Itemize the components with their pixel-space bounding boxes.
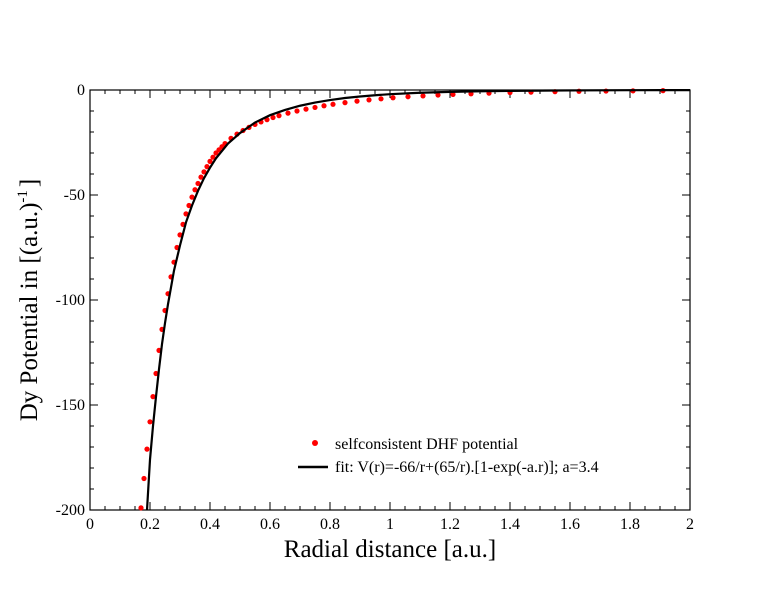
x-tick-label: 1: [386, 516, 394, 533]
axis-tick-labels: 0 0.2 0.4 0.6 0.8 1 1.2 1.4 1.6 1.8 2 -200 -150 -100 -…: [56, 82, 694, 533]
dhf-data-point: [141, 475, 147, 482]
y-tick-label: -100: [56, 292, 85, 309]
dhf-data-point: [198, 174, 204, 180]
dhf-data-point: [192, 187, 198, 193]
dhf-data-point: [378, 96, 384, 102]
dhf-data-point: [420, 93, 426, 99]
y-axis-title-end: ]: [16, 179, 43, 187]
dhf-data-point: [435, 92, 441, 98]
dhf-data-point: [138, 505, 144, 511]
dhf-data-point: [195, 180, 201, 187]
y-tick-label: 0: [77, 82, 85, 99]
dhf-data-point: [330, 101, 336, 107]
x-tick-label: 0.4: [200, 516, 220, 533]
dhf-data-point: [303, 106, 309, 112]
series-layer: [138, 88, 691, 511]
y-axis-title-group: Dy Potential in [(a.u.)-1]: [15, 179, 43, 422]
dhf-data-point: [321, 103, 327, 109]
dhf-data-point: [270, 114, 276, 121]
dhf-data-point: [285, 110, 291, 116]
dhf-data-point: [186, 202, 192, 209]
dhf-data-point: [189, 194, 195, 200]
dhf-data-point: [207, 158, 213, 164]
dhf-data-point: [147, 419, 153, 425]
dhf-data-point: [201, 169, 207, 175]
y-axis-title: Dy Potential in [(a.u.)-1]: [15, 179, 43, 422]
fit-curve: [145, 89, 691, 511]
y-axis-title-main: Dy Potential in [(a.u.): [16, 203, 43, 422]
legend-label-fit: fit: V(r)=-66/r+(65/r).[1-exp(-a.r)]; a=…: [335, 459, 599, 476]
dhf-data-point: [405, 94, 411, 100]
dhf-data-point: [342, 100, 348, 106]
x-axis-title: Radial distance [a.u.]: [284, 536, 496, 563]
dhf-data-point: [210, 154, 216, 160]
dhf-data-point: [354, 98, 360, 104]
legend-marker-dhf: [312, 440, 318, 446]
x-tick-label: 2: [686, 516, 694, 533]
x-tick-label: 1.6: [560, 516, 580, 533]
dhf-data-point: [312, 104, 318, 111]
legend-label-dhf: selfconsistent DHF potential: [335, 436, 519, 453]
dhf-data-point: [450, 91, 456, 98]
dhf-data-point: [276, 113, 282, 119]
dhf-data-point: [390, 95, 396, 101]
x-tick-label: 0.2: [140, 516, 160, 533]
x-tick-label: 1.8: [620, 516, 640, 533]
x-tick-label: 1.4: [500, 516, 520, 533]
x-tick-label: 1.2: [440, 516, 460, 533]
y-axis-title-superscript: -1: [15, 190, 31, 203]
dhf-data-point: [366, 97, 372, 103]
dhf-data-point: [204, 164, 210, 170]
x-tick-label: 0: [86, 516, 94, 533]
x-tick-label: 0.6: [260, 516, 280, 533]
dhf-data-point: [144, 446, 150, 452]
dhf-data-point: [294, 108, 300, 114]
dhf-data-point: [150, 394, 156, 400]
axis-ticks: [89, 89, 691, 511]
legend: selfconsistent DHF potential fit: V(r)=-…: [298, 436, 599, 476]
y-tick-label: -150: [56, 397, 85, 414]
y-tick-label: -50: [64, 187, 85, 204]
dhf-data-point: [183, 211, 189, 217]
x-tick-label: 0.8: [320, 516, 340, 533]
y-tick-label: -200: [56, 502, 85, 519]
